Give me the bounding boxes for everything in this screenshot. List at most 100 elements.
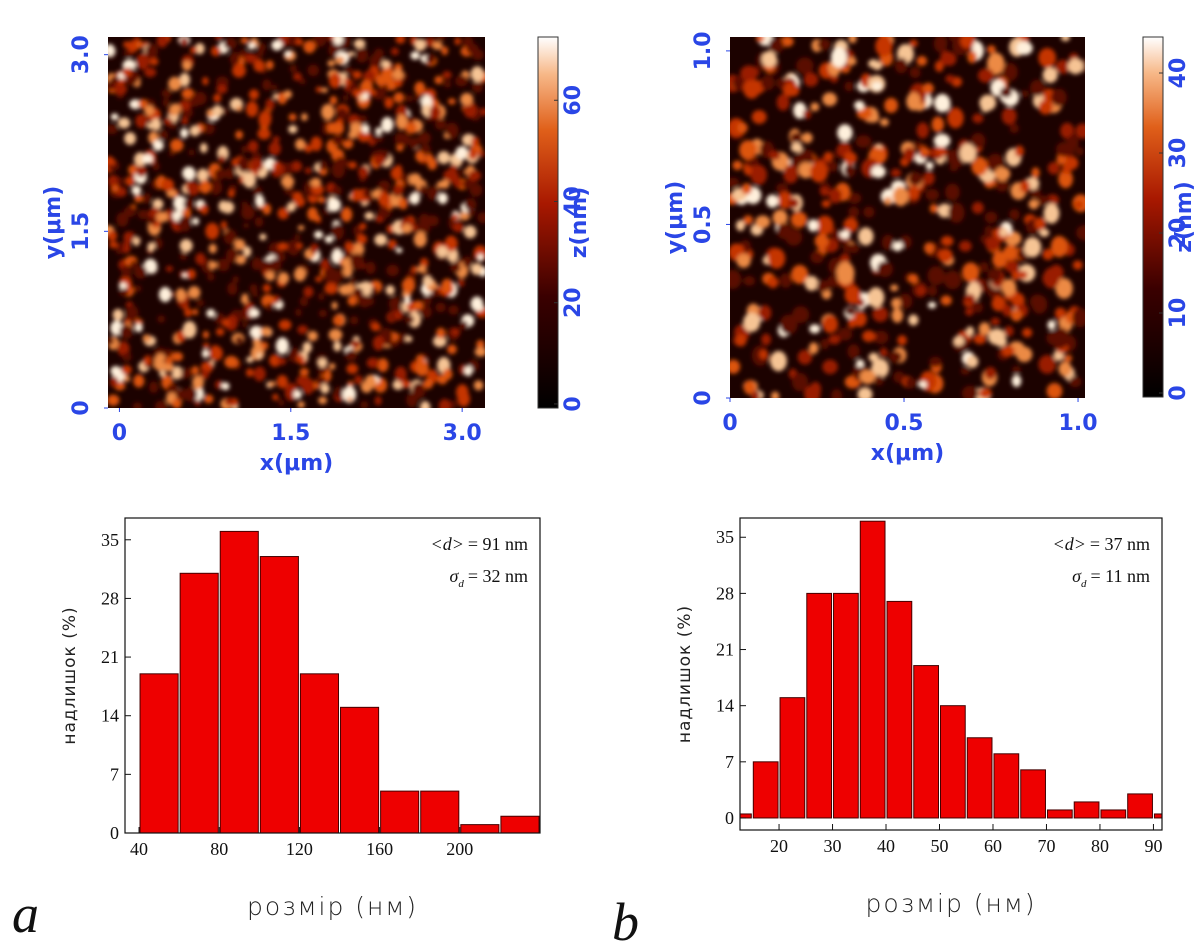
grain <box>979 387 992 398</box>
grain <box>331 223 345 241</box>
grain <box>421 104 433 117</box>
grain <box>179 72 191 87</box>
grain <box>929 356 943 368</box>
grain <box>209 345 223 361</box>
bar <box>179 572 219 833</box>
grain <box>225 248 238 263</box>
grain <box>393 184 404 195</box>
grain <box>790 132 804 144</box>
grain <box>304 144 313 153</box>
grain <box>221 382 230 391</box>
bar <box>806 592 833 819</box>
x-tick-label: 40 <box>130 839 148 859</box>
grain <box>1043 203 1060 224</box>
grain <box>215 327 225 336</box>
grain <box>347 397 354 403</box>
grain <box>211 185 220 196</box>
bar <box>460 824 500 833</box>
grain <box>194 400 201 406</box>
grain <box>423 378 434 389</box>
grain <box>1050 235 1068 258</box>
grain <box>902 147 916 162</box>
grain <box>1076 225 1085 241</box>
grain <box>123 231 134 244</box>
grain <box>732 160 743 171</box>
grain <box>808 342 819 355</box>
grains <box>108 37 485 408</box>
grain <box>1023 236 1042 258</box>
grain <box>798 162 814 179</box>
grain <box>220 221 228 230</box>
grain <box>953 335 965 346</box>
y-tick-label: 28 <box>101 588 119 608</box>
grain <box>373 48 384 61</box>
bars <box>740 520 1162 819</box>
grain <box>990 317 1001 326</box>
grain <box>1001 107 1017 125</box>
grain <box>1056 153 1067 165</box>
grain <box>973 333 987 345</box>
grain <box>977 68 995 83</box>
grain <box>790 142 803 153</box>
bar <box>913 665 940 819</box>
grain <box>848 206 860 218</box>
grain <box>432 335 447 348</box>
grain <box>1060 122 1075 139</box>
annotation-symbol: σ <box>449 566 459 586</box>
colorbar <box>1142 36 1164 398</box>
grain <box>156 37 168 48</box>
grain <box>318 160 328 171</box>
grain <box>1020 90 1029 98</box>
grain <box>908 171 923 186</box>
grain <box>423 294 432 306</box>
grain <box>881 234 894 250</box>
grain <box>810 250 824 264</box>
grain <box>134 194 143 203</box>
grain <box>375 74 386 87</box>
grain <box>743 215 753 225</box>
grain <box>296 354 305 364</box>
grain <box>284 50 292 57</box>
grain <box>246 356 254 363</box>
grain <box>342 94 349 102</box>
grain <box>1072 307 1085 328</box>
grain <box>791 372 809 392</box>
colorbar-tick-label: 20 <box>1166 218 1191 249</box>
grain <box>985 236 1001 252</box>
grain <box>934 60 944 72</box>
bar <box>219 530 259 833</box>
grain <box>227 189 235 198</box>
grain <box>415 360 429 377</box>
x-tick-label: 80 <box>210 839 228 859</box>
grain <box>192 308 199 316</box>
y-tick-label: 14 <box>716 696 734 716</box>
grain <box>386 264 400 277</box>
grain <box>393 308 404 321</box>
grain <box>730 177 740 189</box>
grain <box>240 296 249 304</box>
grain <box>256 352 263 360</box>
grain <box>470 262 483 276</box>
grain <box>247 140 259 153</box>
bar <box>1153 813 1162 819</box>
grain <box>980 279 991 290</box>
annotation-subscript: d <box>1081 578 1087 590</box>
colorbar-tick-label: 40 <box>1166 58 1191 89</box>
grain <box>318 292 325 301</box>
grain <box>1075 123 1085 139</box>
grain <box>318 309 328 318</box>
grain <box>151 118 162 131</box>
grain <box>148 381 159 394</box>
grain <box>445 127 457 137</box>
bar <box>833 592 859 819</box>
grain <box>108 174 120 188</box>
grain <box>1038 100 1053 115</box>
grain <box>192 375 204 390</box>
grain <box>780 37 794 47</box>
grain <box>828 334 841 345</box>
y-tick-label: 0 <box>110 823 119 843</box>
grain <box>422 276 434 287</box>
grain <box>933 37 948 53</box>
grain <box>289 64 298 73</box>
